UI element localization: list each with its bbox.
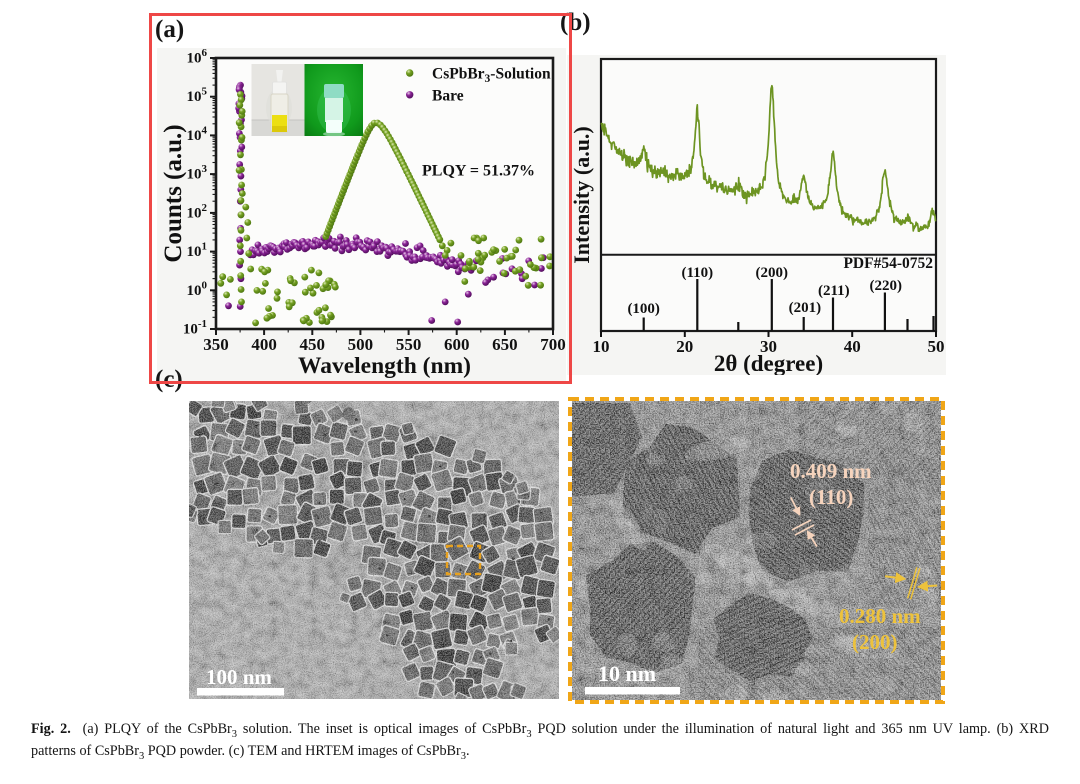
svg-text:700: 700 [540, 335, 566, 354]
svg-text:(200): (200) [756, 265, 789, 281]
svg-text:Wavelength (nm): Wavelength (nm) [298, 353, 471, 379]
svg-text:450: 450 [300, 335, 326, 354]
svg-text:500: 500 [348, 335, 374, 354]
svg-text:Intensity (a.u.): Intensity (a.u.) [569, 126, 594, 264]
svg-text:350: 350 [203, 335, 229, 354]
svg-text:600: 600 [444, 335, 470, 354]
svg-text:40: 40 [844, 337, 861, 356]
svg-text:10 nm: 10 nm [598, 661, 656, 686]
svg-text:Bare: Bare [432, 87, 464, 104]
svg-text:400: 400 [251, 335, 276, 354]
svg-text:(200): (200) [852, 630, 898, 654]
svg-text:(110): (110) [809, 485, 853, 509]
svg-text:PDF#54-0752: PDF#54-0752 [843, 255, 933, 272]
svg-text:PLQY = 51.37%: PLQY = 51.37% [422, 163, 535, 180]
svg-text:650: 650 [492, 335, 518, 354]
svg-text:10: 10 [593, 337, 610, 356]
svg-text:30: 30 [760, 337, 777, 356]
svg-text:550: 550 [396, 335, 422, 354]
svg-text:(211): (211) [818, 283, 850, 299]
svg-text:CsPbBr3-Solution: CsPbBr3-Solution [432, 66, 551, 86]
svg-text:(100): (100) [627, 301, 660, 317]
svg-text:100 nm: 100 nm [206, 665, 272, 689]
svg-text:50: 50 [928, 337, 945, 356]
svg-text:20: 20 [676, 337, 693, 356]
svg-text:(220): (220) [870, 278, 903, 294]
svg-text:0.409 nm: 0.409 nm [790, 459, 872, 483]
svg-text:Counts (a.u.): Counts (a.u.) [160, 124, 187, 262]
svg-text:(201): (201) [789, 300, 822, 316]
svg-text:(110): (110) [681, 265, 713, 281]
svg-text:0.280 nm: 0.280 nm [839, 604, 921, 628]
svg-text:2θ (degree): 2θ (degree) [714, 351, 823, 375]
